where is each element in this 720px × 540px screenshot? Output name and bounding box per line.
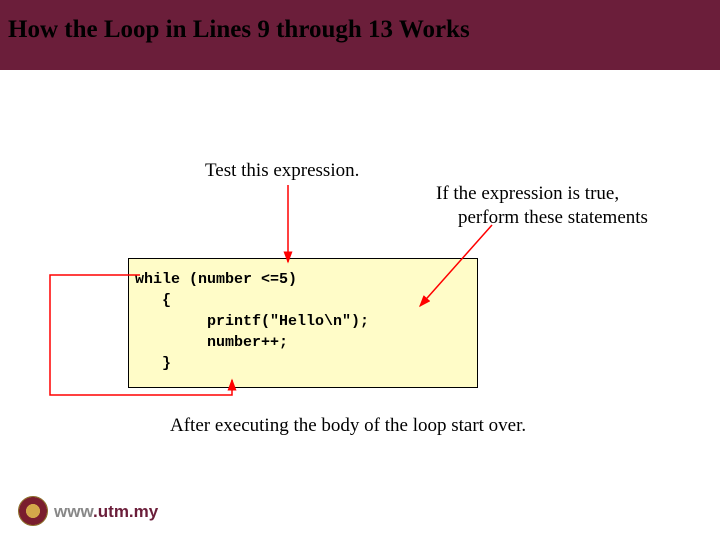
utm-logo-icon — [18, 496, 48, 526]
code-line-1: while (number <=5) — [135, 271, 297, 288]
footer-www: www — [54, 502, 93, 521]
label-after-executing: After executing the body of the loop sta… — [170, 415, 526, 437]
page-title: How the Loop in Lines 9 through 13 Works — [8, 16, 470, 44]
code-line-4: number++; — [135, 334, 288, 351]
footer-utm: .utm.my — [93, 502, 158, 521]
label-if-true-line1: If the expression is true, — [436, 183, 619, 205]
code-line-2: { — [135, 292, 171, 309]
code-block: while (number <=5) { printf("Hello\n"); … — [128, 258, 478, 388]
code-line-5: } — [135, 355, 171, 372]
label-if-true-line2: perform these statements — [458, 207, 648, 229]
label-test-expression: Test this expression. — [205, 160, 359, 182]
code-line-3: printf("Hello\n"); — [135, 313, 369, 330]
footer-url: www.utm.my — [54, 502, 158, 522]
